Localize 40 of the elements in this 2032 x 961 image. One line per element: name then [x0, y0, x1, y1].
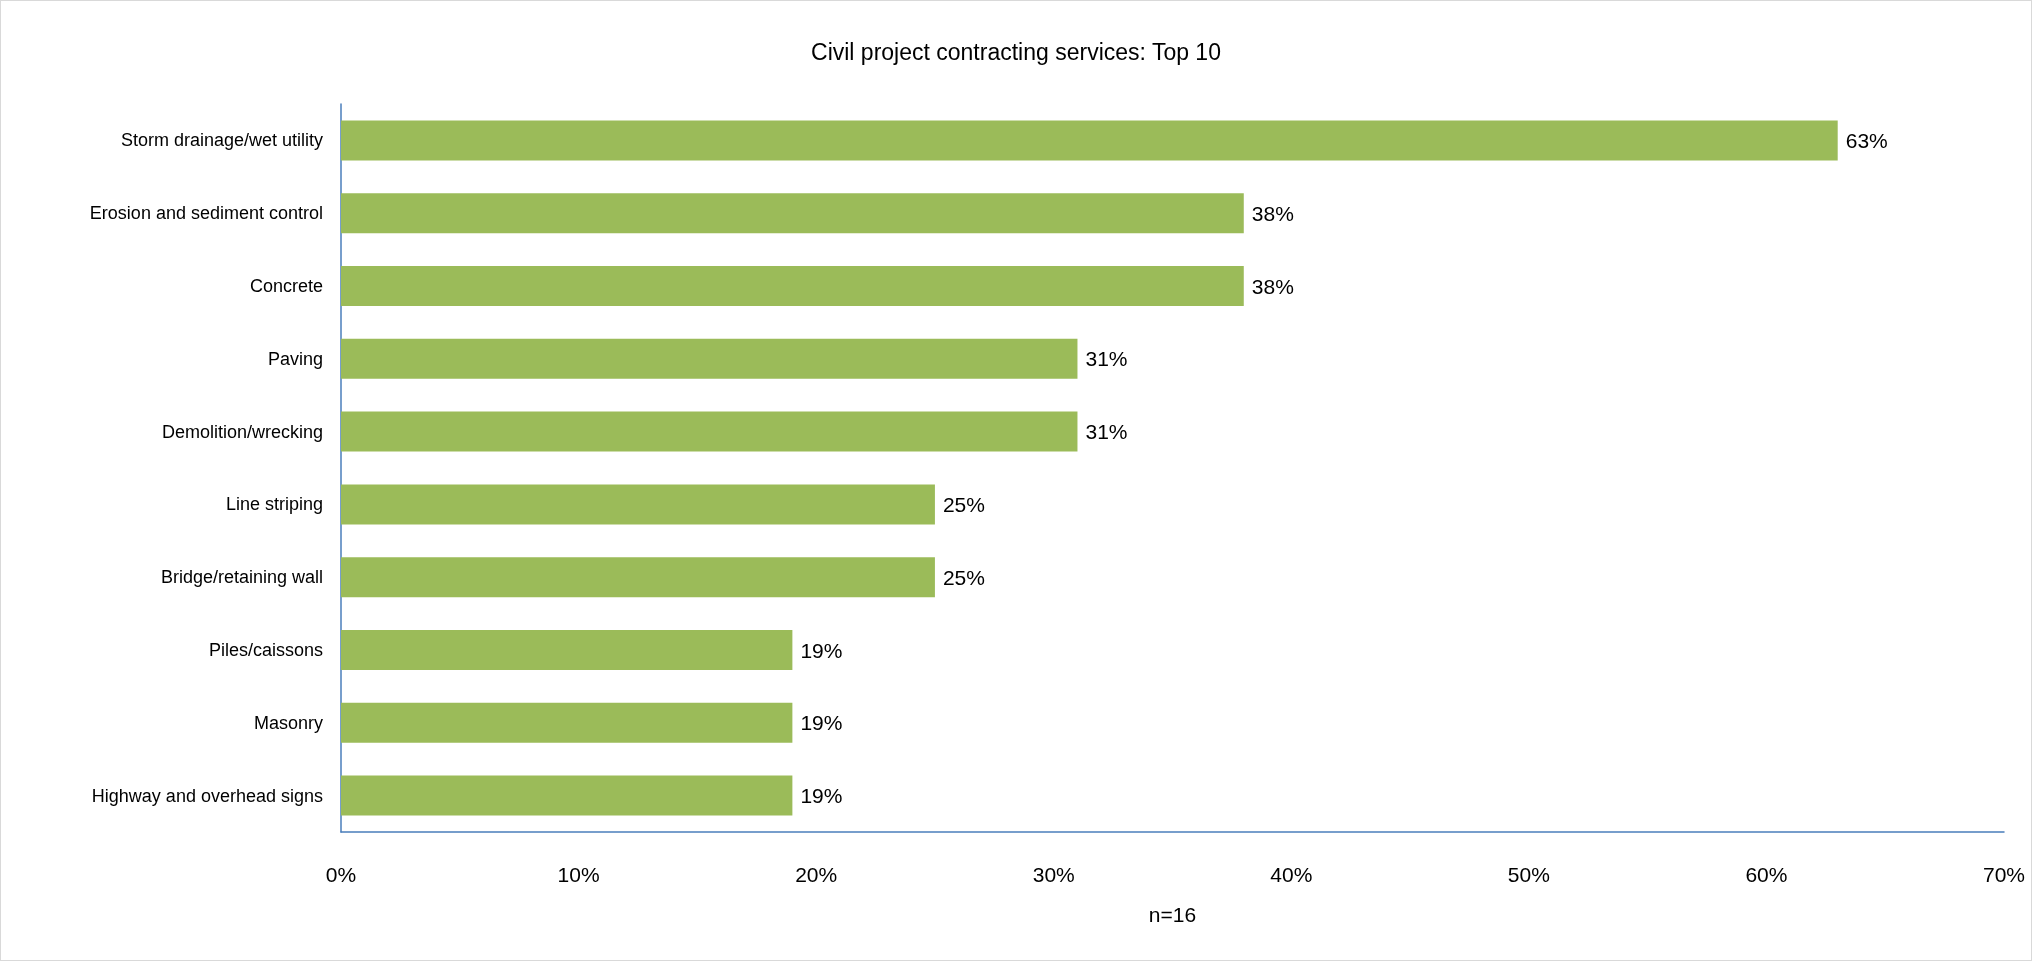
x-tick-label: 0%	[325, 863, 357, 886]
y-tick-label: Bridge/retaining wall	[160, 567, 323, 588]
y-tick-label: Demolition/wrecking	[161, 421, 323, 442]
data-label: 25%	[942, 492, 985, 516]
y-tick-label: Concrete	[249, 276, 323, 296]
bar	[341, 193, 1244, 234]
data-label: 31%	[1085, 420, 1128, 444]
y-tick-label: Line striping	[225, 494, 323, 515]
y-tick-label: Erosion and sediment control	[89, 203, 323, 224]
x-tick-label: 70%	[1982, 863, 2026, 886]
y-tick-label: Storm drainage/wet utility	[120, 130, 323, 151]
x-axis-title: n=16	[1148, 903, 1197, 926]
data-label: 31%	[1085, 347, 1128, 371]
bar	[341, 338, 1078, 379]
bar	[341, 484, 935, 525]
x-tick-label: 40%	[1270, 863, 1313, 886]
data-label: 63%	[1845, 128, 1888, 152]
bar	[341, 120, 1838, 161]
x-tick-label: 50%	[1507, 863, 1550, 886]
x-tick-label: 60%	[1745, 863, 1788, 886]
bar	[341, 702, 793, 743]
y-tick-label: Piles/caissons	[208, 640, 323, 660]
y-tick-label: Masonry	[253, 712, 323, 733]
bar	[341, 411, 1078, 452]
data-label: 38%	[1251, 201, 1294, 225]
data-label: 38%	[1251, 274, 1294, 298]
bar	[341, 557, 935, 598]
x-tick-label: 20%	[795, 863, 838, 886]
x-tick-label: 30%	[1032, 863, 1075, 886]
bar	[341, 775, 793, 816]
data-label: 19%	[800, 638, 843, 662]
chart-title: Civil project contracting services: Top 10	[811, 38, 1221, 65]
y-tick-label: Highway and overhead signs	[91, 785, 323, 806]
y-tick-label: Paving	[267, 348, 323, 369]
bar	[341, 629, 793, 671]
data-label: 25%	[942, 565, 985, 589]
x-tick-label: 10%	[557, 863, 600, 886]
data-label: 19%	[800, 711, 843, 735]
data-label: 19%	[800, 784, 843, 808]
bar	[341, 265, 1244, 307]
